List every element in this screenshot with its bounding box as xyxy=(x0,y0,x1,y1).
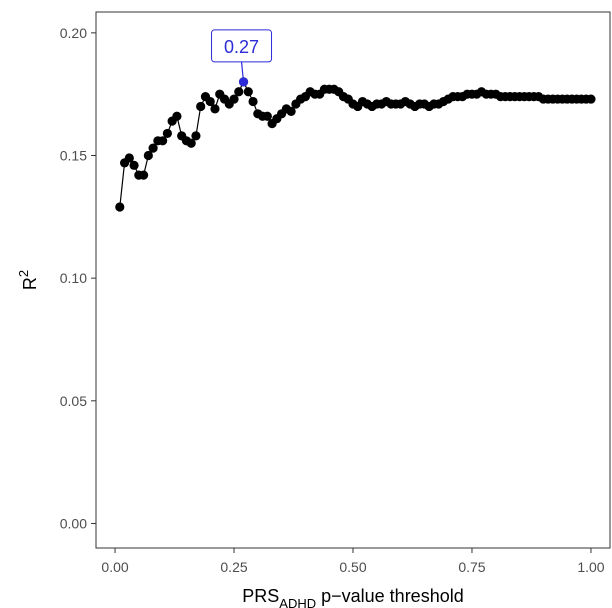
data-point xyxy=(229,94,239,104)
annotation-label: 0.27 xyxy=(224,37,259,57)
x-tick-label: 1.00 xyxy=(577,559,604,575)
y-axis: 0.00 0.05 0.10 0.15 0.20 xyxy=(60,25,96,531)
data-point xyxy=(162,128,172,139)
data-point xyxy=(286,106,296,116)
x-axis-title: PRSADHD p−value threshold xyxy=(242,586,463,608)
data-point xyxy=(186,138,196,148)
x-tick-label: 0.50 xyxy=(339,559,366,575)
data-point xyxy=(248,96,258,107)
data-point xyxy=(262,111,272,121)
data-point xyxy=(143,150,153,161)
data-point xyxy=(158,136,168,146)
series-layer xyxy=(115,77,596,212)
highlight-point xyxy=(238,77,249,87)
data-point xyxy=(172,111,182,121)
highlight-layer: 0.27 xyxy=(211,29,273,87)
y-tick-label: 0.10 xyxy=(60,270,87,286)
data-point xyxy=(234,87,244,97)
x-tick-label: 0.00 xyxy=(101,559,128,575)
y-axis-title-sup: 2 xyxy=(16,270,31,277)
data-point xyxy=(148,143,158,153)
x-axis-title-rest: p−value threshold xyxy=(316,586,464,606)
annotation-box xyxy=(211,29,273,63)
data-point xyxy=(196,101,206,112)
data-point xyxy=(210,104,220,114)
y-tick-label: 0.20 xyxy=(60,25,87,41)
y-axis-title-main: R xyxy=(20,277,40,290)
y-tick-label: 0.05 xyxy=(60,393,87,409)
data-point xyxy=(129,160,139,170)
x-axis: 0.00 0.25 0.50 0.75 1.00 xyxy=(101,548,605,575)
y-tick-label: 0.15 xyxy=(60,148,87,164)
data-point xyxy=(124,153,134,163)
data-point xyxy=(586,94,596,104)
data-point xyxy=(243,87,253,97)
x-tick-label: 0.25 xyxy=(220,559,247,575)
data-point xyxy=(191,131,201,141)
data-point xyxy=(115,202,125,212)
data-point xyxy=(138,170,149,180)
x-axis-title-main: PRS xyxy=(242,586,279,606)
y-axis-title: R2 xyxy=(16,270,40,290)
x-tick-label: 0.75 xyxy=(458,559,485,575)
x-axis-title-sub: ADHD xyxy=(279,596,316,608)
data-point xyxy=(205,96,215,107)
y-tick-label: 0.00 xyxy=(60,515,87,531)
